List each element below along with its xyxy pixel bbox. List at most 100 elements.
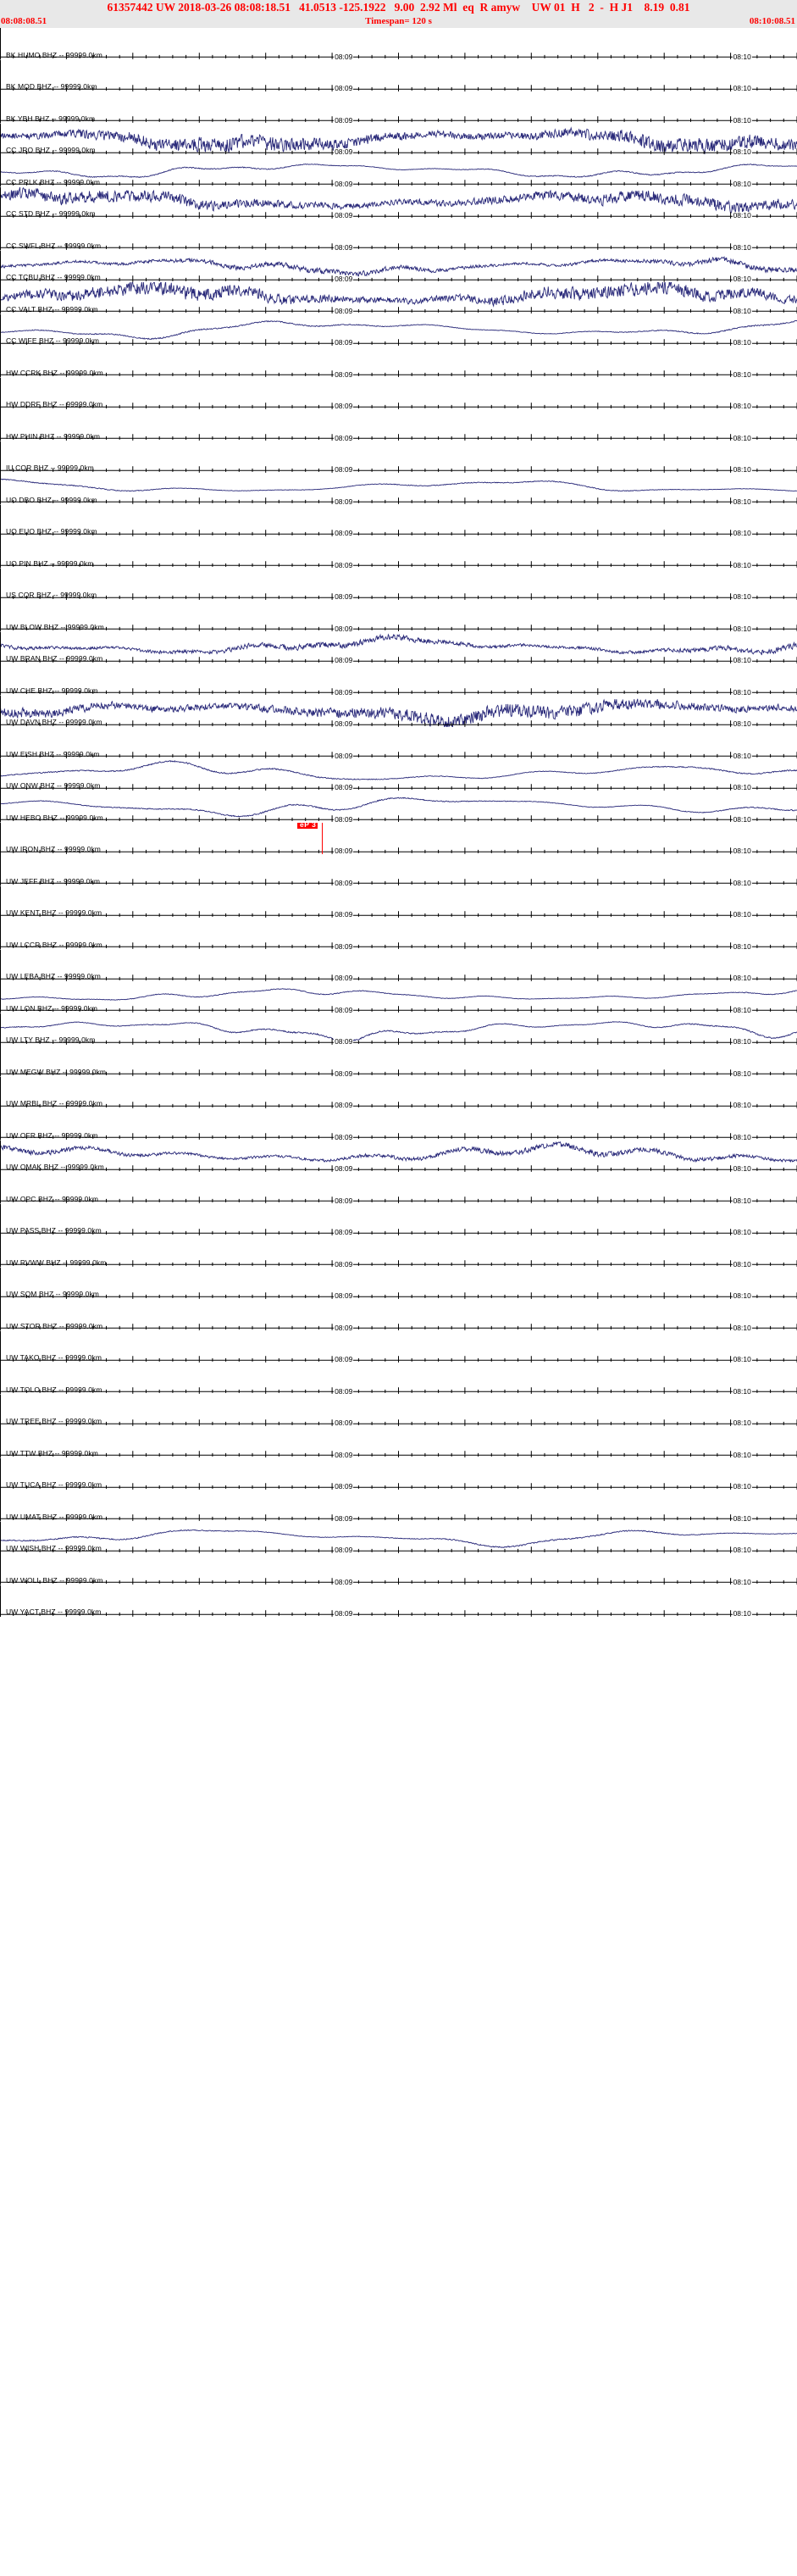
waveform-plot (0, 854, 797, 886)
trace-row[interactable]: CC VALT BHZ -- 99999.0km 08:09 08:10 (0, 282, 797, 314)
trace-stack[interactable]: BK HUMO BHZ -- 99999.0km 08:09 08:10 BK MOD… (0, 28, 797, 1617)
trace-row[interactable]: CC TCBU BHZ -- 99999.0km 08:09 08:10 (0, 250, 797, 282)
trace-row[interactable]: UW IRON BHZ -- 99999.0km 08:09 08:10 eP 3 (0, 822, 797, 854)
trace-row[interactable]: UW LCCR BHZ -- 99999.0km 08:09 08:10 (0, 918, 797, 950)
time-tick-label: 08:09 (334, 147, 354, 155)
time-tick-label: 08:10 (732, 1259, 752, 1268)
trace-row[interactable]: UW LON BHZ -- 99999.0km 08:09 08:10 (0, 981, 797, 1013)
trace-row[interactable]: UW LEBA BHZ -- 99999.0km 08:09 08:10 (0, 949, 797, 981)
station-channel-label: UW TUCA BHZ -- 99999.0km (6, 1480, 102, 1489)
trace-row[interactable]: UW TTW BHZ -- 99999.0km 08:09 08:10 (0, 1426, 797, 1458)
time-axis-ticks (0, 402, 797, 409)
time-tick-label: 08:10 (732, 338, 752, 346)
time-tick-label: 08:09 (334, 338, 354, 346)
trace-row[interactable]: CC JRO BHZ -- 99999.0km 08:09 08:10 (0, 123, 797, 155)
time-tick-label: 08:09 (334, 1164, 354, 1172)
trace-row[interactable]: UW SQM BHZ -- 99999.0km 08:09 08:10 (0, 1267, 797, 1299)
time-tick-label: 08:09 (334, 1577, 354, 1585)
waveform-plot (0, 695, 797, 727)
time-tick-label: 08:09 (334, 275, 354, 282)
trace-row[interactable]: UW UMAT BHZ -- 99999.0km 08:09 08:10 (0, 1490, 797, 1522)
trace-row[interactable]: UW TREE BHZ -- 99999.0km 08:09 08:10 (0, 1394, 797, 1426)
trace-row[interactable]: UW MRBL BHZ -- 99999.0km 08:09 08:10 (0, 1076, 797, 1108)
trace-row[interactable]: CC SWFL BHZ -- 99999.0km 08:09 08:10 (0, 219, 797, 251)
time-tick-label: 08:10 (732, 560, 752, 569)
time-tick-label: 08:10 (732, 306, 752, 314)
trace-row[interactable]: CC STD BHZ -- 99999.0km 08:09 08:10 (0, 186, 797, 219)
time-axis-ticks (0, 211, 797, 219)
trace-row[interactable]: BK YBH BHZ -- 99999.0km 08:09 08:10 (0, 92, 797, 124)
phase-pick-label[interactable]: eP 3 (297, 822, 318, 829)
trace-row[interactable]: UW BRAN BHZ -- 99999.0km 08:09 08:10 (0, 631, 797, 663)
time-tick-label: 08:10 (732, 751, 752, 759)
trace-row[interactable]: UW BLOW BHZ -- 99999.0km 08:09 08:10 (0, 600, 797, 632)
time-tick-label: 08:10 (732, 1069, 752, 1077)
trace-row[interactable]: UW CHE BHZ -- 99999.0km 08:09 08:10 (0, 663, 797, 696)
time-tick-label: 08:10 (732, 941, 752, 950)
trace-row[interactable]: UW STOR BHZ -- 99999.0km 08:09 08:10 (0, 1299, 797, 1331)
trace-row[interactable]: CC WIFE BHZ -- 99999.0km 08:09 08:10 (0, 314, 797, 346)
trace-row[interactable]: UW OMAK BHZ -- 99999.0km 08:09 08:10 (0, 1140, 797, 1172)
station-channel-label: UW PASS BHZ -- 99999.0km (6, 1226, 102, 1235)
waveform-plot (0, 1108, 797, 1141)
trace-row[interactable]: UW TAKO BHZ -- 99999.0km 08:09 08:10 (0, 1330, 797, 1363)
time-tick-label: 08:09 (334, 719, 354, 727)
trace-row[interactable]: HW PHIN BHZ -- 99999.0km 08:09 08:10 (0, 409, 797, 441)
trace-row[interactable]: UW RVWW BHZ -- 99999.0km 08:09 08:10 (0, 1235, 797, 1268)
waveform-trace (0, 759, 797, 780)
time-tick-label: 08:10 (732, 1482, 752, 1490)
time-tick-label: 08:10 (732, 1355, 752, 1363)
station-channel-label: UW LEBA BHZ -- 99999.0km (6, 972, 101, 980)
time-axis-ticks (0, 1514, 797, 1521)
trace-row[interactable]: UW HEBO BHZ -- 99999.0km 08:09 08:10 (0, 791, 797, 823)
trace-row[interactable]: UW MEGW BHZ -- 99999.0km 08:09 08:10 (0, 1045, 797, 1077)
waveform-plot (0, 1426, 797, 1458)
waveform-plot (0, 663, 797, 696)
trace-row[interactable]: UW WOLL BHZ -- 99999.0km 08:09 08:10 (0, 1553, 797, 1585)
trace-row[interactable]: CC PRLK BHZ -- 99999.0km 08:09 08:10 (0, 155, 797, 187)
trace-row[interactable]: UW PASS BHZ -- 99999.0km 08:09 08:10 (0, 1203, 797, 1235)
time-tick-label: 08:09 (334, 1609, 354, 1617)
time-axis-ticks (0, 1101, 797, 1108)
trace-row[interactable]: HW DDRF BHZ -- 99999.0km 08:09 08:10 (0, 377, 797, 409)
trace-row[interactable]: UW WISH BHZ -- 99999.0km 08:09 08:10 (0, 1521, 797, 1553)
station-channel-label: CC STD BHZ -- 99999.0km (6, 209, 96, 218)
time-tick-label: 08:10 (732, 687, 752, 696)
trace-row[interactable]: UW EISH BHZ -- 99999.0km 08:09 08:10 (0, 727, 797, 759)
trace-row[interactable]: UW JEFF BHZ -- 99999.0km 08:09 08:10 (0, 854, 797, 886)
trace-row[interactable]: UO EUO BHZ -- 99999.0km 08:09 08:10 (0, 504, 797, 536)
trace-row[interactable]: BK MOD BHZ -- 99999.0km 08:09 08:10 (0, 59, 797, 92)
time-tick-label: 08:09 (334, 1228, 354, 1235)
time-tick-label: 08:10 (732, 211, 752, 219)
trace-row[interactable]: UW OPC BHZ -- 99999.0km 08:09 08:10 (0, 1172, 797, 1204)
phase-pick-line[interactable] (322, 822, 323, 854)
seismic-viewer: 61357442 UW 2018-03-26 08:08:18.51 41.05… (0, 0, 797, 1617)
time-tick-label: 08:10 (732, 1228, 752, 1235)
waveform-trace (0, 319, 797, 340)
trace-row[interactable]: US COR BHZ -- 99999.0km 08:09 08:10 (0, 568, 797, 600)
waveform-trace (0, 186, 797, 214)
waveform-plot (0, 92, 797, 124)
station-channel-label: CC PRLK BHZ -- 99999.0km (6, 177, 101, 186)
trace-row[interactable]: UW LTY BHZ -- 99999.0km 08:09 08:10 (0, 1013, 797, 1045)
trace-row[interactable]: UW TUCA BHZ -- 99999.0km 08:09 08:10 (0, 1457, 797, 1490)
trace-row[interactable]: IU COR BHZ -- 99999.0km 08:09 08:10 (0, 441, 797, 473)
waveform-plot (0, 28, 797, 60)
time-tick-label: 08:10 (732, 656, 752, 663)
trace-row[interactable]: UW TOLO BHZ -- 99999.0km 08:09 08:10 (0, 1363, 797, 1395)
time-tick-label: 08:10 (732, 783, 752, 791)
trace-row[interactable]: UW DAVN BHZ -- 99999.0km 08:09 08:10 (0, 695, 797, 727)
trace-row[interactable]: UW ONW BHZ -- 99999.0km 08:09 08:10 (0, 758, 797, 791)
time-tick-label: 08:09 (334, 847, 354, 854)
trace-row[interactable]: UW OFR BHZ -- 99999.0km 08:09 08:10 (0, 1108, 797, 1141)
trace-row[interactable]: UO PIN BHZ -- 99999.0km 08:09 08:10 (0, 536, 797, 569)
trace-row[interactable]: HW CCRK BHZ -- 99999.0km 08:09 08:10 (0, 346, 797, 378)
time-tick-label: 08:10 (732, 147, 752, 155)
time-tick-label: 08:10 (732, 275, 752, 282)
trace-row[interactable]: UO DBO BHZ -- 99999.0km 08:09 08:10 (0, 473, 797, 505)
trace-row[interactable]: UW KENT BHZ -- 99999.0km 08:09 08:10 (0, 886, 797, 918)
trace-row[interactable]: BK HUMO BHZ -- 99999.0km 08:09 08:10 (0, 28, 797, 60)
waveform-plot (0, 1457, 797, 1490)
station-channel-label: UO DBO BHZ -- 99999.0km (6, 495, 97, 504)
trace-row[interactable]: UW YACT BHZ -- 99999.0km 08:09 08:10 (0, 1585, 797, 1617)
